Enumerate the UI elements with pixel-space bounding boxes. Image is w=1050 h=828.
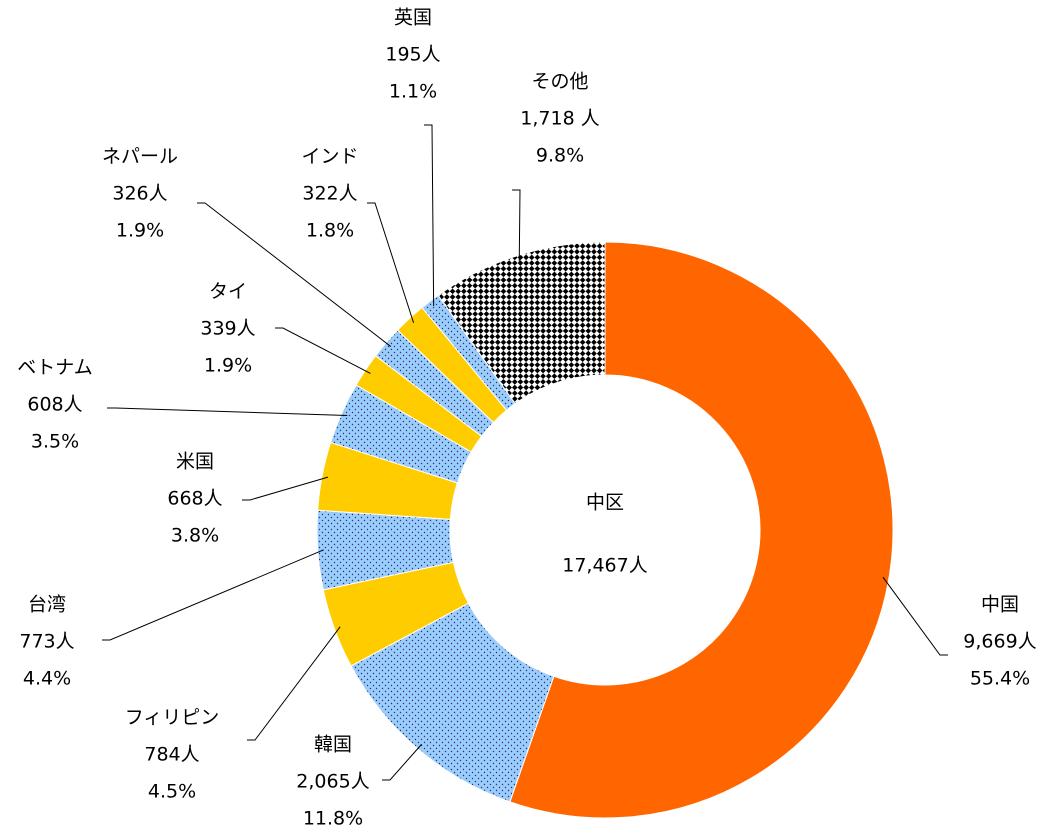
leader-line — [242, 476, 329, 501]
leader-line — [512, 189, 521, 262]
category-label: 韓国 — [314, 734, 352, 756]
category-label: 中国 — [981, 594, 1019, 616]
leader-line — [424, 124, 435, 307]
leader-line — [275, 327, 371, 374]
value-label: 195人 — [385, 44, 440, 66]
leader-line — [882, 576, 948, 656]
leader-line — [197, 202, 392, 347]
share-label: 1.8% — [306, 220, 354, 242]
leader-line — [102, 549, 324, 641]
value-label: 326人 — [112, 183, 167, 205]
share-label: 3.5% — [31, 431, 79, 453]
donut-segment — [437, 241, 606, 405]
leader-line — [107, 407, 348, 416]
share-label: 4.4% — [23, 668, 71, 690]
value-label: 784人 — [144, 744, 199, 766]
value-label: 9,669人 — [963, 631, 1036, 653]
category-label: ベトナム — [17, 357, 92, 379]
category-label: 英国 — [394, 7, 432, 29]
value-label: 1,718 人 — [520, 108, 599, 130]
category-label: 米国 — [176, 451, 214, 473]
value-label: 2,065人 — [296, 771, 369, 793]
leader-line — [367, 202, 415, 324]
center-title: 中区 — [586, 492, 624, 514]
category-label: ネパール — [102, 146, 178, 168]
category-label: インド — [301, 146, 358, 168]
donut-segment — [509, 241, 894, 819]
share-label: 55.4% — [970, 668, 1030, 690]
share-label: 1.9% — [204, 355, 252, 377]
share-label: 1.9% — [116, 220, 164, 242]
share-label: 1.1% — [389, 81, 437, 103]
category-label: その他 — [531, 71, 588, 93]
value-label: 608人 — [27, 394, 82, 416]
share-label: 11.8% — [303, 808, 363, 828]
center-text: 17,467人 — [562, 555, 647, 577]
value-label: 322人 — [302, 183, 357, 205]
share-label: 3.8% — [171, 525, 219, 547]
share-label: 9.8% — [536, 145, 584, 167]
value-label: 773人 — [19, 631, 74, 653]
share-label: 4.5% — [148, 781, 196, 803]
leader-line — [382, 743, 423, 781]
value-label: 339人 — [200, 318, 255, 340]
category-label: フィリピン — [125, 707, 220, 729]
leader-line — [247, 626, 341, 741]
category-label: タイ — [209, 281, 247, 303]
value-label: 668人 — [167, 488, 222, 510]
category-label: 台湾 — [28, 594, 66, 616]
